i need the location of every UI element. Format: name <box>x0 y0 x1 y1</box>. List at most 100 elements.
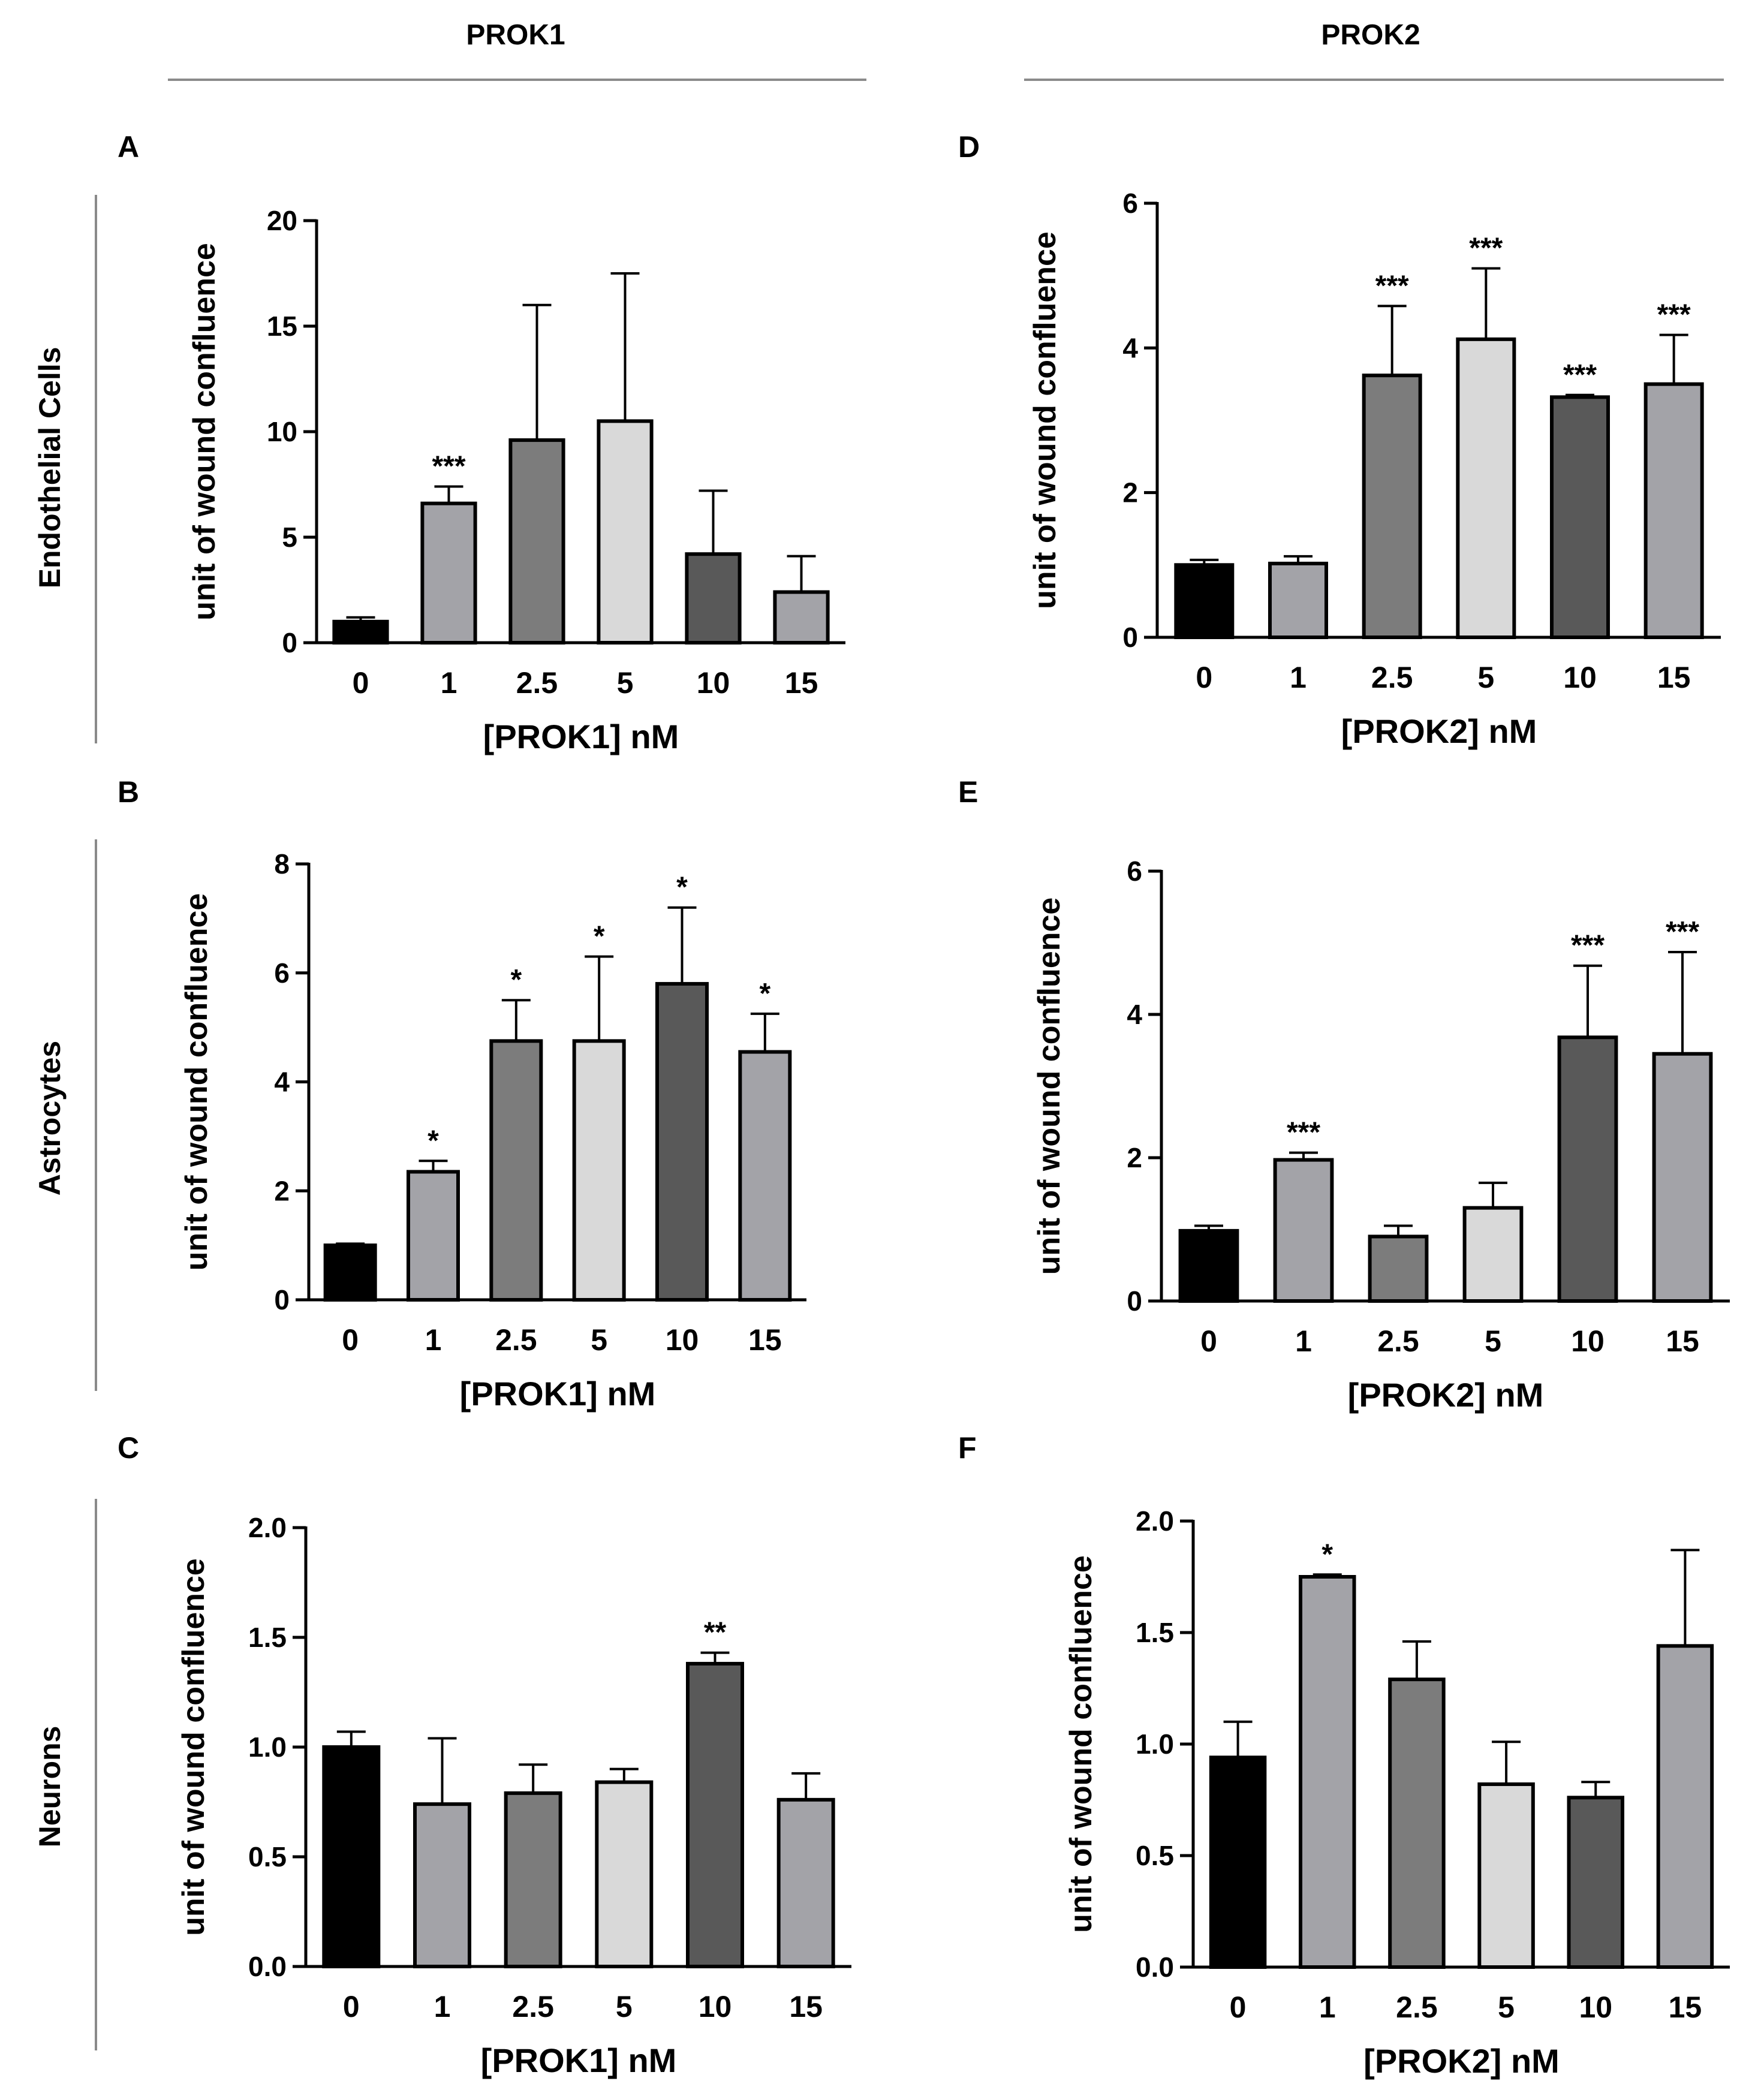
panel-letter: C <box>118 1431 139 1465</box>
panel-e: E 0 2 4 6 0 *** 1 2.5 5 *** 10 *** 15 unit of wound co… <box>958 775 1730 1414</box>
panel-c: C 0.0 0.5 1.0 1.5 2.0 0 1 2.5 5 ** 10 15 unit of woun… <box>118 1431 851 2079</box>
significance-label: *** <box>1469 233 1503 264</box>
x-tick-label: 5 <box>1485 1324 1501 1358</box>
y-tick-label: 0.5 <box>248 1841 287 1872</box>
y-axis-label: unit of wound confluence <box>187 243 222 621</box>
y-tick-label: 4 <box>1122 332 1138 363</box>
significance-label: * <box>759 978 770 1010</box>
bar <box>323 1243 377 1302</box>
y-axis-label: unit of wound confluence <box>1064 1555 1098 1933</box>
bar <box>1477 1782 1535 1969</box>
x-tick-label: 15 <box>1657 661 1691 694</box>
bar <box>1656 1644 1714 1969</box>
x-tick-label: 10 <box>699 1990 732 2023</box>
x-tick-label: 1 <box>1319 1990 1336 2024</box>
bar <box>489 1039 543 1302</box>
y-tick-label: 10 <box>267 416 297 447</box>
panel-a: A 0 5 10 15 20 0 *** 1 2.5 5 10 15 unit of wound conf… <box>118 130 845 755</box>
x-tick-label: 2.5 <box>1371 661 1413 694</box>
y-tick-label: 5 <box>282 522 297 553</box>
significance-label: *** <box>432 451 465 483</box>
panel-letter: B <box>118 775 139 809</box>
column-header-prok2: PROK2 <box>1321 19 1420 51</box>
significance-label: *** <box>1571 930 1605 962</box>
x-tick-label: 15 <box>1666 1324 1699 1358</box>
row-header-endothelial: Endothelial Cells <box>33 347 67 589</box>
bar <box>686 1661 744 1968</box>
x-tick-label: 0 <box>353 666 369 700</box>
y-tick-label: 1.0 <box>248 1731 287 1763</box>
y-tick-label: 0.5 <box>1136 1840 1174 1871</box>
y-axis-label: unit of wound confluence <box>176 1558 211 1936</box>
y-tick-label: 6 <box>1127 856 1142 887</box>
bar <box>1388 1678 1446 1969</box>
bar <box>776 1797 835 1969</box>
bar <box>595 1780 654 1969</box>
x-axis-label: [PROK2] nM <box>1348 1376 1544 1414</box>
significance-label: * <box>1322 1538 1333 1570</box>
y-tick-label: 20 <box>267 205 297 236</box>
y-tick-label: 4 <box>274 1067 290 1098</box>
x-tick-label: 15 <box>1669 1990 1702 2024</box>
y-tick-label: 6 <box>1122 188 1138 219</box>
panel-letter: E <box>958 775 978 809</box>
bar <box>420 501 477 645</box>
bar <box>1299 1575 1356 1969</box>
y-tick-label: 4 <box>1127 999 1142 1030</box>
x-tick-label: 1 <box>1295 1324 1312 1358</box>
x-tick-label: 5 <box>591 1323 607 1357</box>
significance-label: *** <box>1657 299 1691 331</box>
x-tick-label: 5 <box>617 666 634 700</box>
bar <box>1652 1052 1713 1303</box>
x-tick-label: 10 <box>1571 1324 1605 1358</box>
x-tick-label: 1 <box>434 1990 451 2023</box>
y-tick-label: 0 <box>282 627 297 658</box>
x-tick-label: 10 <box>666 1323 699 1357</box>
y-tick-label: 8 <box>274 848 290 880</box>
bar <box>1209 1755 1267 1969</box>
bar <box>1550 395 1610 639</box>
x-tick-label: 2.5 <box>495 1323 537 1357</box>
x-tick-label: 10 <box>697 666 730 700</box>
x-tick-label: 15 <box>789 1990 823 2023</box>
significance-label: * <box>594 920 605 952</box>
bar <box>1567 1796 1624 1969</box>
significance-label: *** <box>1563 359 1597 391</box>
row-header-neurons: Neurons <box>33 1726 67 1848</box>
significance-label: ** <box>704 1617 727 1649</box>
x-tick-label: 0 <box>1196 661 1212 694</box>
bar <box>1557 1035 1618 1303</box>
y-tick-label: 1.0 <box>1136 1728 1174 1760</box>
y-tick-label: 0 <box>1122 622 1138 653</box>
x-tick-label: 2.5 <box>516 666 558 700</box>
bar <box>773 590 830 645</box>
panel-letter: F <box>958 1431 977 1465</box>
row-header-astrocytes: Astrocytes <box>33 1041 67 1195</box>
bar <box>1362 374 1422 639</box>
y-tick-label: 15 <box>267 311 297 342</box>
y-tick-label: 0 <box>274 1284 290 1315</box>
significance-label: * <box>428 1125 439 1157</box>
y-tick-label: 1.5 <box>1136 1617 1174 1648</box>
x-axis-label: [PROK1] nM <box>460 1375 656 1413</box>
y-tick-label: 2 <box>1122 477 1138 508</box>
x-tick-label: 2.5 <box>1396 1990 1438 2024</box>
y-tick-label: 0.0 <box>248 1951 287 1982</box>
bar <box>1174 563 1235 639</box>
bar <box>1462 1206 1524 1303</box>
bar <box>655 981 709 1302</box>
bar <box>572 1039 626 1302</box>
bar <box>407 1170 460 1302</box>
bar <box>1643 382 1704 640</box>
significance-label: * <box>510 964 522 996</box>
bar <box>1268 561 1328 639</box>
x-tick-label: 1 <box>441 666 457 700</box>
x-tick-label: 2.5 <box>512 1990 554 2023</box>
x-tick-label: 15 <box>785 666 818 700</box>
significance-label: *** <box>1375 270 1409 302</box>
y-tick-label: 1.5 <box>248 1622 287 1653</box>
x-tick-label: 10 <box>1563 661 1597 694</box>
x-tick-label: 0 <box>342 1323 359 1357</box>
bar <box>738 1050 792 1302</box>
bar <box>508 438 565 645</box>
